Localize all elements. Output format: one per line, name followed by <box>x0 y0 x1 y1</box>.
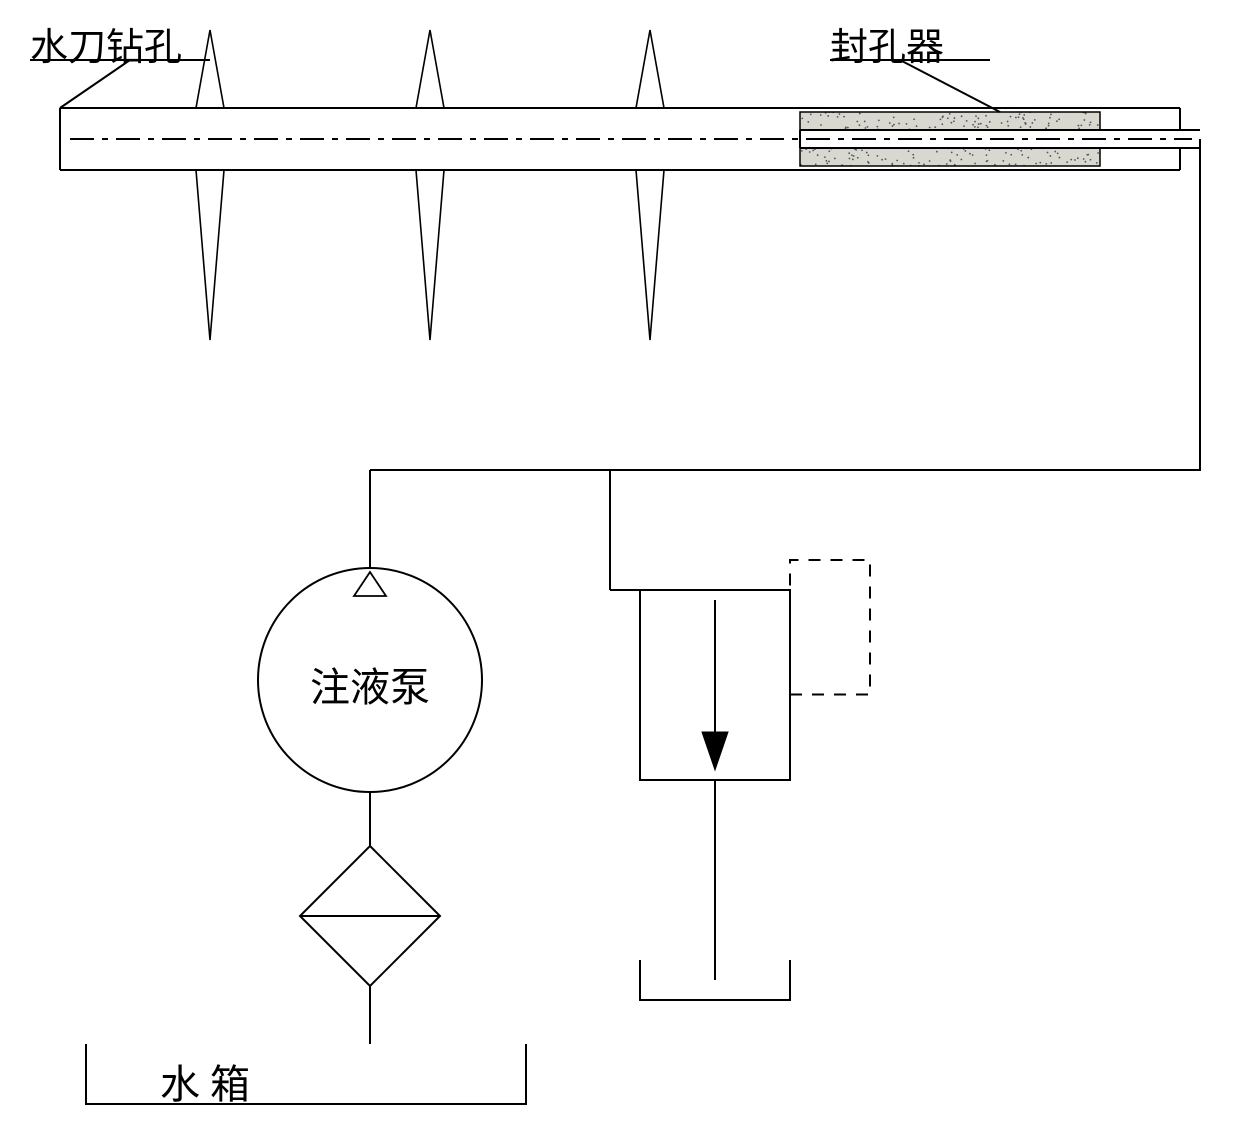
label-pump: 注液泵 <box>310 655 430 713</box>
label-tank: 水 箱 <box>160 1052 250 1110</box>
label-sealer: 封孔器 <box>830 16 944 71</box>
label-drill: 水刀钻孔 <box>30 16 182 71</box>
